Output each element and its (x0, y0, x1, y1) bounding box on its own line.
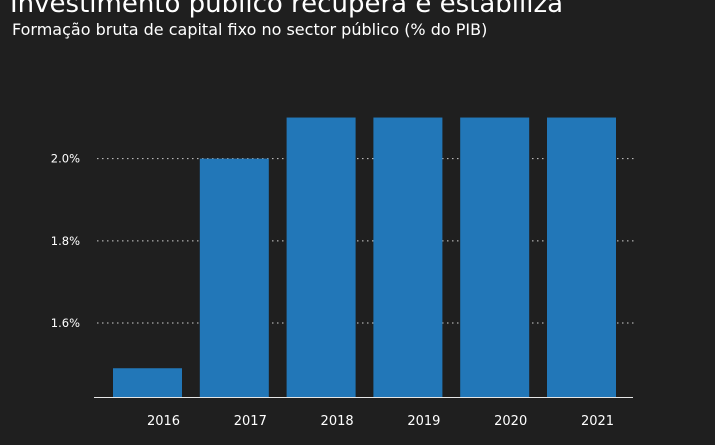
y-tick-label: 1.6% (51, 316, 80, 330)
bars (113, 117, 616, 397)
x-tick-label: 2016 (147, 414, 180, 429)
chart-subtitle: Formação bruta de capital fixo no sector… (12, 20, 488, 39)
bar-2020 (460, 117, 530, 397)
x-tick-label: 2019 (407, 414, 440, 429)
bar-2016 (113, 368, 182, 397)
bar-2018 (286, 117, 356, 397)
x-tick-labels: 2016 2017 2018 2019 2020 2021 (147, 414, 614, 429)
y-tick-label: 1.8% (51, 234, 80, 248)
y-tick-labels: 1.6% 1.8% 2.0% (51, 152, 80, 330)
x-tick-label: 2021 (581, 414, 614, 429)
bar-2021 (547, 117, 616, 397)
bar-2017 (199, 158, 269, 397)
x-tick-label: 2017 (234, 414, 267, 429)
y-tick-label: 2.0% (51, 152, 80, 166)
x-tick-label: 2018 (321, 414, 354, 429)
bar-2019 (373, 117, 443, 397)
chart-title: Investimento público recupera e estabili… (10, 0, 564, 19)
x-tick-label: 2020 (494, 414, 527, 429)
